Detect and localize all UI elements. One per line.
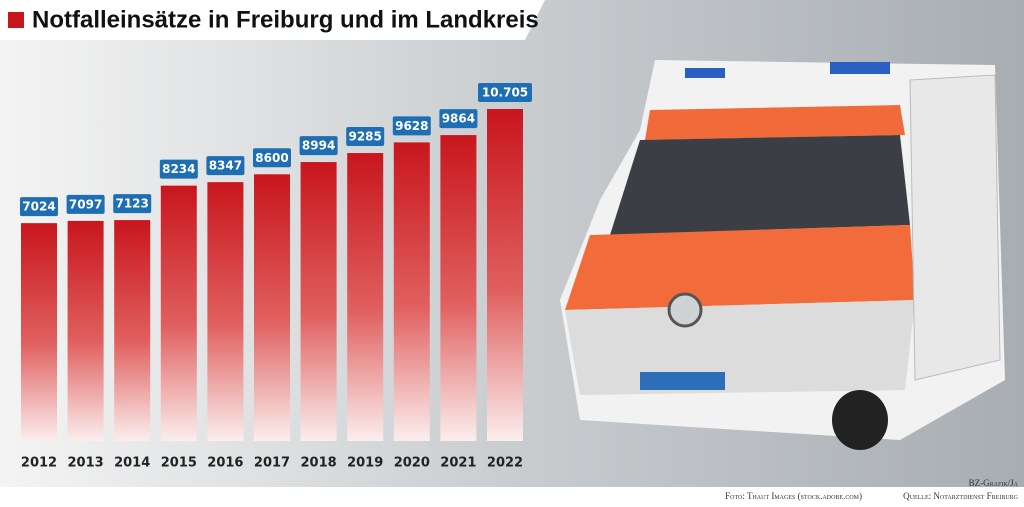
value-label: 7123 xyxy=(115,197,148,211)
bar xyxy=(160,185,197,441)
value-label-box xyxy=(66,194,105,214)
ambulance-illustration xyxy=(560,60,1005,450)
value-label: 8347 xyxy=(209,159,242,173)
bar xyxy=(347,153,384,441)
value-label: 9285 xyxy=(348,130,381,144)
bar xyxy=(254,174,290,441)
x-tick-label: 2016 xyxy=(207,456,243,471)
value-label: 8600 xyxy=(255,151,288,165)
bar xyxy=(300,162,337,441)
bar xyxy=(67,220,104,441)
title-box xyxy=(0,0,545,40)
value-label: 9864 xyxy=(442,112,475,126)
x-tick-label: 2020 xyxy=(394,456,430,471)
value-label: 7097 xyxy=(69,197,102,211)
value-label: 8994 xyxy=(302,139,335,153)
value-label: 8234 xyxy=(162,162,195,176)
photo-credit: Foto: Thaut Images (stock.adobe.com) xyxy=(725,491,862,501)
value-label: 10.705 xyxy=(482,86,528,100)
value-label-box xyxy=(439,109,478,129)
bar xyxy=(487,109,523,441)
bar xyxy=(440,135,477,441)
bar xyxy=(21,223,57,441)
value-label-box xyxy=(159,159,198,179)
value-label: 9628 xyxy=(395,119,428,133)
x-tick-label: 2015 xyxy=(161,456,197,471)
bar xyxy=(114,220,151,441)
value-label-box xyxy=(346,127,385,147)
chart-title: Notfalleinsätze in Freiburg und im Landk… xyxy=(32,6,539,33)
x-tick-label: 2017 xyxy=(254,456,290,471)
x-tick-label: 2019 xyxy=(347,456,383,471)
value-label-box xyxy=(206,156,245,176)
value-label-box xyxy=(113,194,152,214)
footer-band xyxy=(0,487,1024,507)
title-marker xyxy=(8,12,24,28)
value-label-box xyxy=(299,136,338,156)
x-tick-label: 2018 xyxy=(301,456,337,471)
x-tick-label: 2022 xyxy=(487,456,523,471)
value-label-box xyxy=(478,83,532,102)
bar xyxy=(393,142,430,441)
credit: BZ-Grafik/Ja xyxy=(969,478,1019,488)
value-label: 7024 xyxy=(22,200,55,214)
x-tick-label: 2014 xyxy=(114,456,150,471)
source: Quelle: Notarztdienst Freiburg xyxy=(903,491,1019,501)
value-label-box xyxy=(253,148,291,168)
x-tick-label: 2021 xyxy=(440,456,476,471)
x-tick-label: 2013 xyxy=(68,456,104,471)
bar xyxy=(207,182,244,441)
value-label-box xyxy=(392,116,431,136)
value-label-box xyxy=(20,197,58,217)
x-tick-label: 2012 xyxy=(21,456,57,471)
